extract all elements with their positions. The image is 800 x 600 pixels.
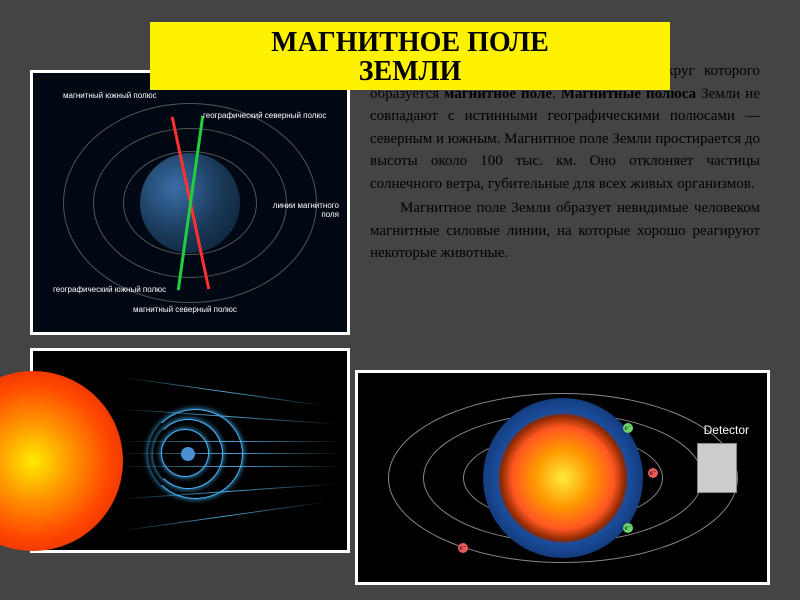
body-text: Земля — это гигантский магнит, вокруг ко…	[370, 60, 760, 267]
label-mag-north: магнитный северный полюс	[133, 305, 237, 314]
figure-solar-wind	[30, 348, 350, 553]
earth-cutaway-icon	[483, 398, 643, 558]
detector-label: Detector	[704, 423, 749, 437]
electron-green-icon: e⁻	[623, 423, 633, 433]
title-line1: МАГНИТНОЕ ПОЛЕ	[271, 27, 549, 58]
electron-green-icon: e⁻	[623, 523, 633, 533]
detector-icon	[697, 443, 737, 493]
sun-icon	[0, 371, 123, 551]
label-field-lines: линии магнитного поля	[269, 201, 339, 219]
label-mag-south: магнитный южный полюс	[63, 91, 157, 100]
earth-small-icon	[181, 447, 195, 461]
electron-red-icon: e⁻	[648, 468, 658, 478]
label-geo-north: географический северный полюс	[203, 111, 326, 120]
title-line2: ЗЕМЛИ	[170, 57, 650, 88]
figure-earth-cutaway: Detector e⁻ e⁻ e⁻ e⁻	[355, 370, 770, 585]
electron-red-icon: e⁻	[458, 543, 468, 553]
label-geo-south: географический южный полюс	[53, 285, 166, 294]
figure-earth-poles: магнитный южный полюс географический сев…	[30, 70, 350, 335]
paragraph-2: Магнитное поле Земли образует невидимые …	[370, 197, 760, 265]
title-banner: МАГНИТНОЕ ПОЛЕ ЗЕМЛИ	[150, 22, 670, 90]
